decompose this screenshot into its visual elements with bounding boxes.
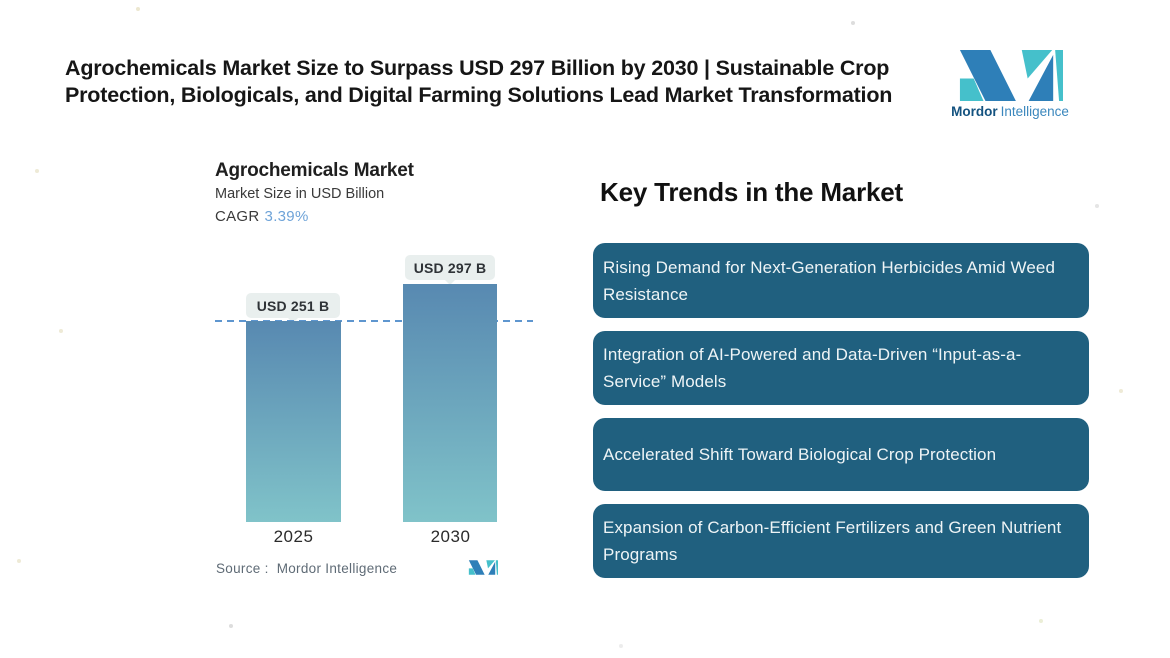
- source-label: Source :: [216, 561, 269, 576]
- chart-subtitle: Market Size in USD Billion: [215, 186, 385, 202]
- trend-item-4: Expansion of Carbon-Efficient Fertilizer…: [593, 504, 1089, 578]
- value-label-2025-text: USD 251 B: [256, 297, 330, 314]
- brand-wordmark: Mordor Intelligence: [948, 104, 1072, 119]
- brand-logo: Mordor Intelligence: [948, 48, 1072, 119]
- bar-2025: [246, 321, 341, 522]
- value-label-2030: USD 297 B: [405, 255, 495, 280]
- source-attribution: Source : Mordor Intelligence: [216, 561, 397, 576]
- mordor-intelligence-logo-icon: [959, 49, 1063, 102]
- chart-title: Agrochemicals Market: [215, 160, 414, 181]
- trend-item-3: Accelerated Shift Toward Biological Crop…: [593, 418, 1089, 491]
- mordor-intelligence-small-logo-icon: [468, 560, 498, 575]
- brand-name-light: Intelligence: [1000, 104, 1069, 119]
- value-label-2030-text: USD 297 B: [413, 259, 487, 276]
- source-value: Mordor Intelligence: [276, 561, 398, 576]
- cagr-label: CAGR: [215, 208, 260, 225]
- background-texture: [0, 0, 2, 2]
- bar-2030: [403, 284, 497, 522]
- chart-cagr: CAGR 3.39%: [215, 208, 309, 225]
- trend-item-3-text: Accelerated Shift Toward Biological Crop…: [603, 445, 997, 464]
- axis-label-2025: 2025: [273, 527, 314, 546]
- page-title: Agrochemicals Market Size to Surpass USD…: [65, 56, 893, 107]
- trend-item-2-text: Integration of AI-Powered and Data-Drive…: [603, 345, 1022, 391]
- trend-item-4-text: Expansion of Carbon-Efficient Fertilizer…: [603, 518, 1062, 564]
- trend-item-1-text: Rising Demand for Next-Generation Herbic…: [603, 257, 1056, 304]
- cagr-value: 3.39%: [264, 208, 309, 225]
- key-trends-heading: Key Trends in the Market: [600, 177, 903, 207]
- value-label-2025: USD 251 B: [246, 293, 340, 318]
- brand-name-bold: Mordor: [951, 104, 998, 119]
- trend-item-1: Rising Demand for Next-Generation Herbic…: [593, 243, 1089, 318]
- trend-item-2: Integration of AI-Powered and Data-Drive…: [593, 331, 1089, 405]
- reference-line: [215, 320, 533, 322]
- axis-label-2030: 2030: [430, 527, 471, 546]
